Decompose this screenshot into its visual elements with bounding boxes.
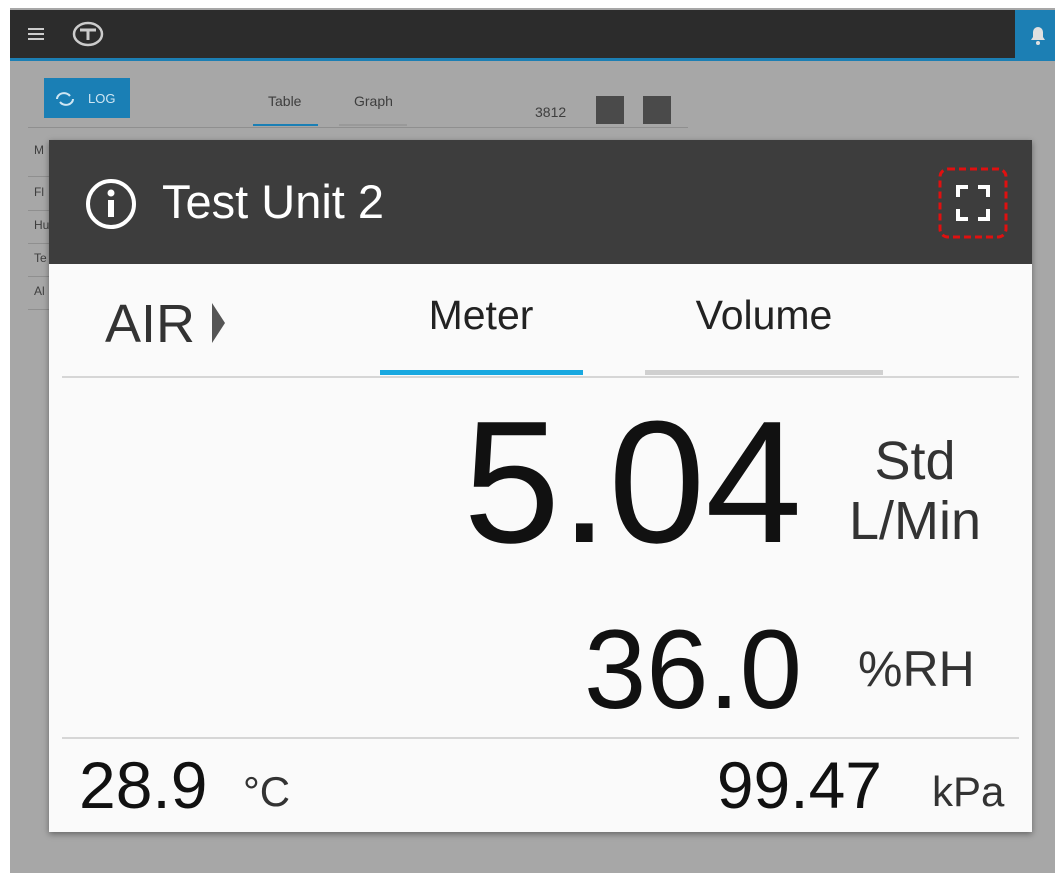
row-line: [28, 276, 58, 277]
row-line: [28, 243, 58, 244]
tab-underline: [380, 370, 583, 375]
row-label: Hu: [34, 218, 50, 232]
top-bar: [10, 10, 1015, 58]
flow-unit: L/Min: [848, 491, 982, 551]
log-label: LOG: [88, 91, 116, 106]
tab-underline: [645, 370, 883, 375]
humidity-value: 36.0: [584, 607, 802, 732]
tab-label[interactable]: Graph: [354, 93, 393, 109]
pressure-unit: kPa: [932, 768, 1005, 815]
row-line: [28, 176, 58, 177]
gas-label[interactable]: AIR: [105, 294, 196, 354]
divider: [62, 376, 1019, 378]
dialog-title: Test Unit 2: [162, 175, 385, 228]
tab-underline: [253, 124, 318, 126]
row-label: Al: [34, 284, 45, 298]
tab-underline: [339, 124, 407, 126]
info-icon[interactable]: [85, 178, 139, 232]
log-button[interactable]: [44, 78, 130, 118]
row-label: Te: [34, 251, 47, 265]
bell-icon: [1031, 27, 1045, 45]
row-line: [28, 210, 58, 211]
flow-unit: Std: [874, 431, 956, 491]
tab-label[interactable]: Meter: [428, 292, 534, 338]
sync-icon: [56, 92, 74, 106]
pressure-value: 99.47: [716, 748, 882, 822]
row-line: [28, 309, 58, 310]
divider: [62, 737, 1019, 739]
menu-icon[interactable]: [28, 26, 48, 42]
top-bar-accent: [10, 58, 1055, 61]
temperature-unit: °C: [243, 768, 291, 815]
counter: 3812: [535, 104, 567, 120]
temperature-value: 28.9: [79, 748, 208, 822]
fullscreen-button[interactable]: [938, 167, 1010, 241]
dialog: Test Unit 2 AIR Meter Volume 5.04 Std L/…: [49, 140, 1032, 832]
flow-value: 5.04: [463, 384, 802, 579]
humidity-unit: %RH: [858, 641, 975, 697]
logo: [72, 21, 104, 47]
pause-button[interactable]: [643, 96, 671, 124]
gas-arrow: [212, 303, 225, 343]
refresh-button[interactable]: [596, 96, 624, 124]
divider: [28, 127, 688, 128]
row-label: Fl: [34, 185, 44, 199]
dialog-header: [49, 140, 1032, 264]
row-label: M: [34, 143, 44, 157]
tab-label[interactable]: Table: [268, 93, 302, 109]
tab-label[interactable]: Volume: [695, 292, 833, 338]
